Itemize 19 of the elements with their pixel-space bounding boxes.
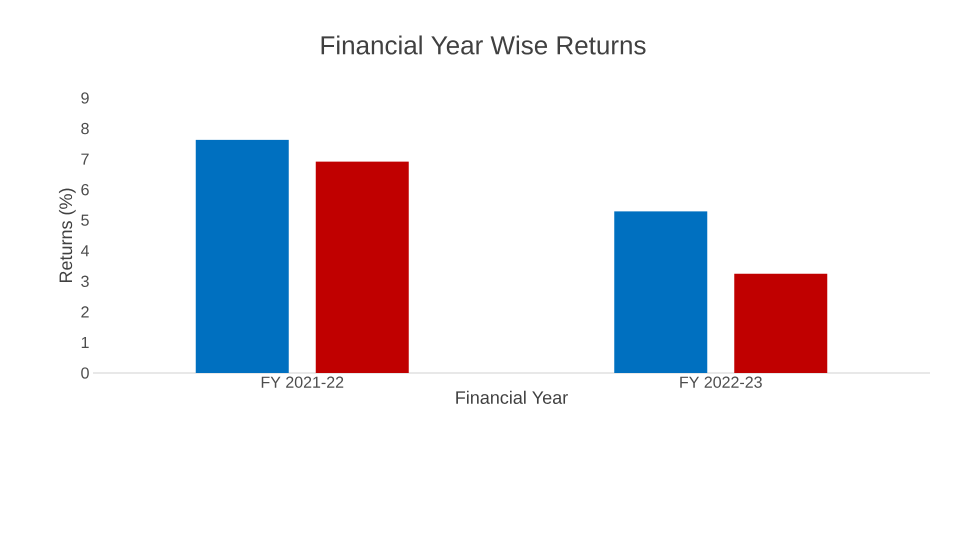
- x-axis-title: Financial Year: [456, 390, 568, 404]
- x-tick-label: FY 2021-22: [262, 376, 344, 388]
- bar: [734, 274, 828, 373]
- y-tick-label: 1: [82, 336, 89, 348]
- y-tick-label: 2: [81, 306, 89, 318]
- x-tick-label: FY 2022-23: [680, 376, 762, 388]
- y-tick-label: 5: [81, 214, 89, 226]
- y-tick-label: 8: [81, 122, 89, 134]
- bar: [316, 162, 409, 373]
- chart-title: Financial Year Wise Returns: [322, 35, 646, 55]
- y-tick-label: 9: [81, 92, 89, 104]
- y-tick-label: 6: [81, 184, 89, 196]
- y-tick-label: 0: [81, 367, 89, 379]
- y-tick-label: 3: [81, 276, 89, 287]
- y-tick-label: 7: [81, 154, 89, 165]
- y-tick-label: 4: [80, 245, 89, 256]
- bar: [614, 211, 708, 373]
- y-axis-title: Returns (%): [58, 188, 76, 282]
- bar: [196, 140, 289, 373]
